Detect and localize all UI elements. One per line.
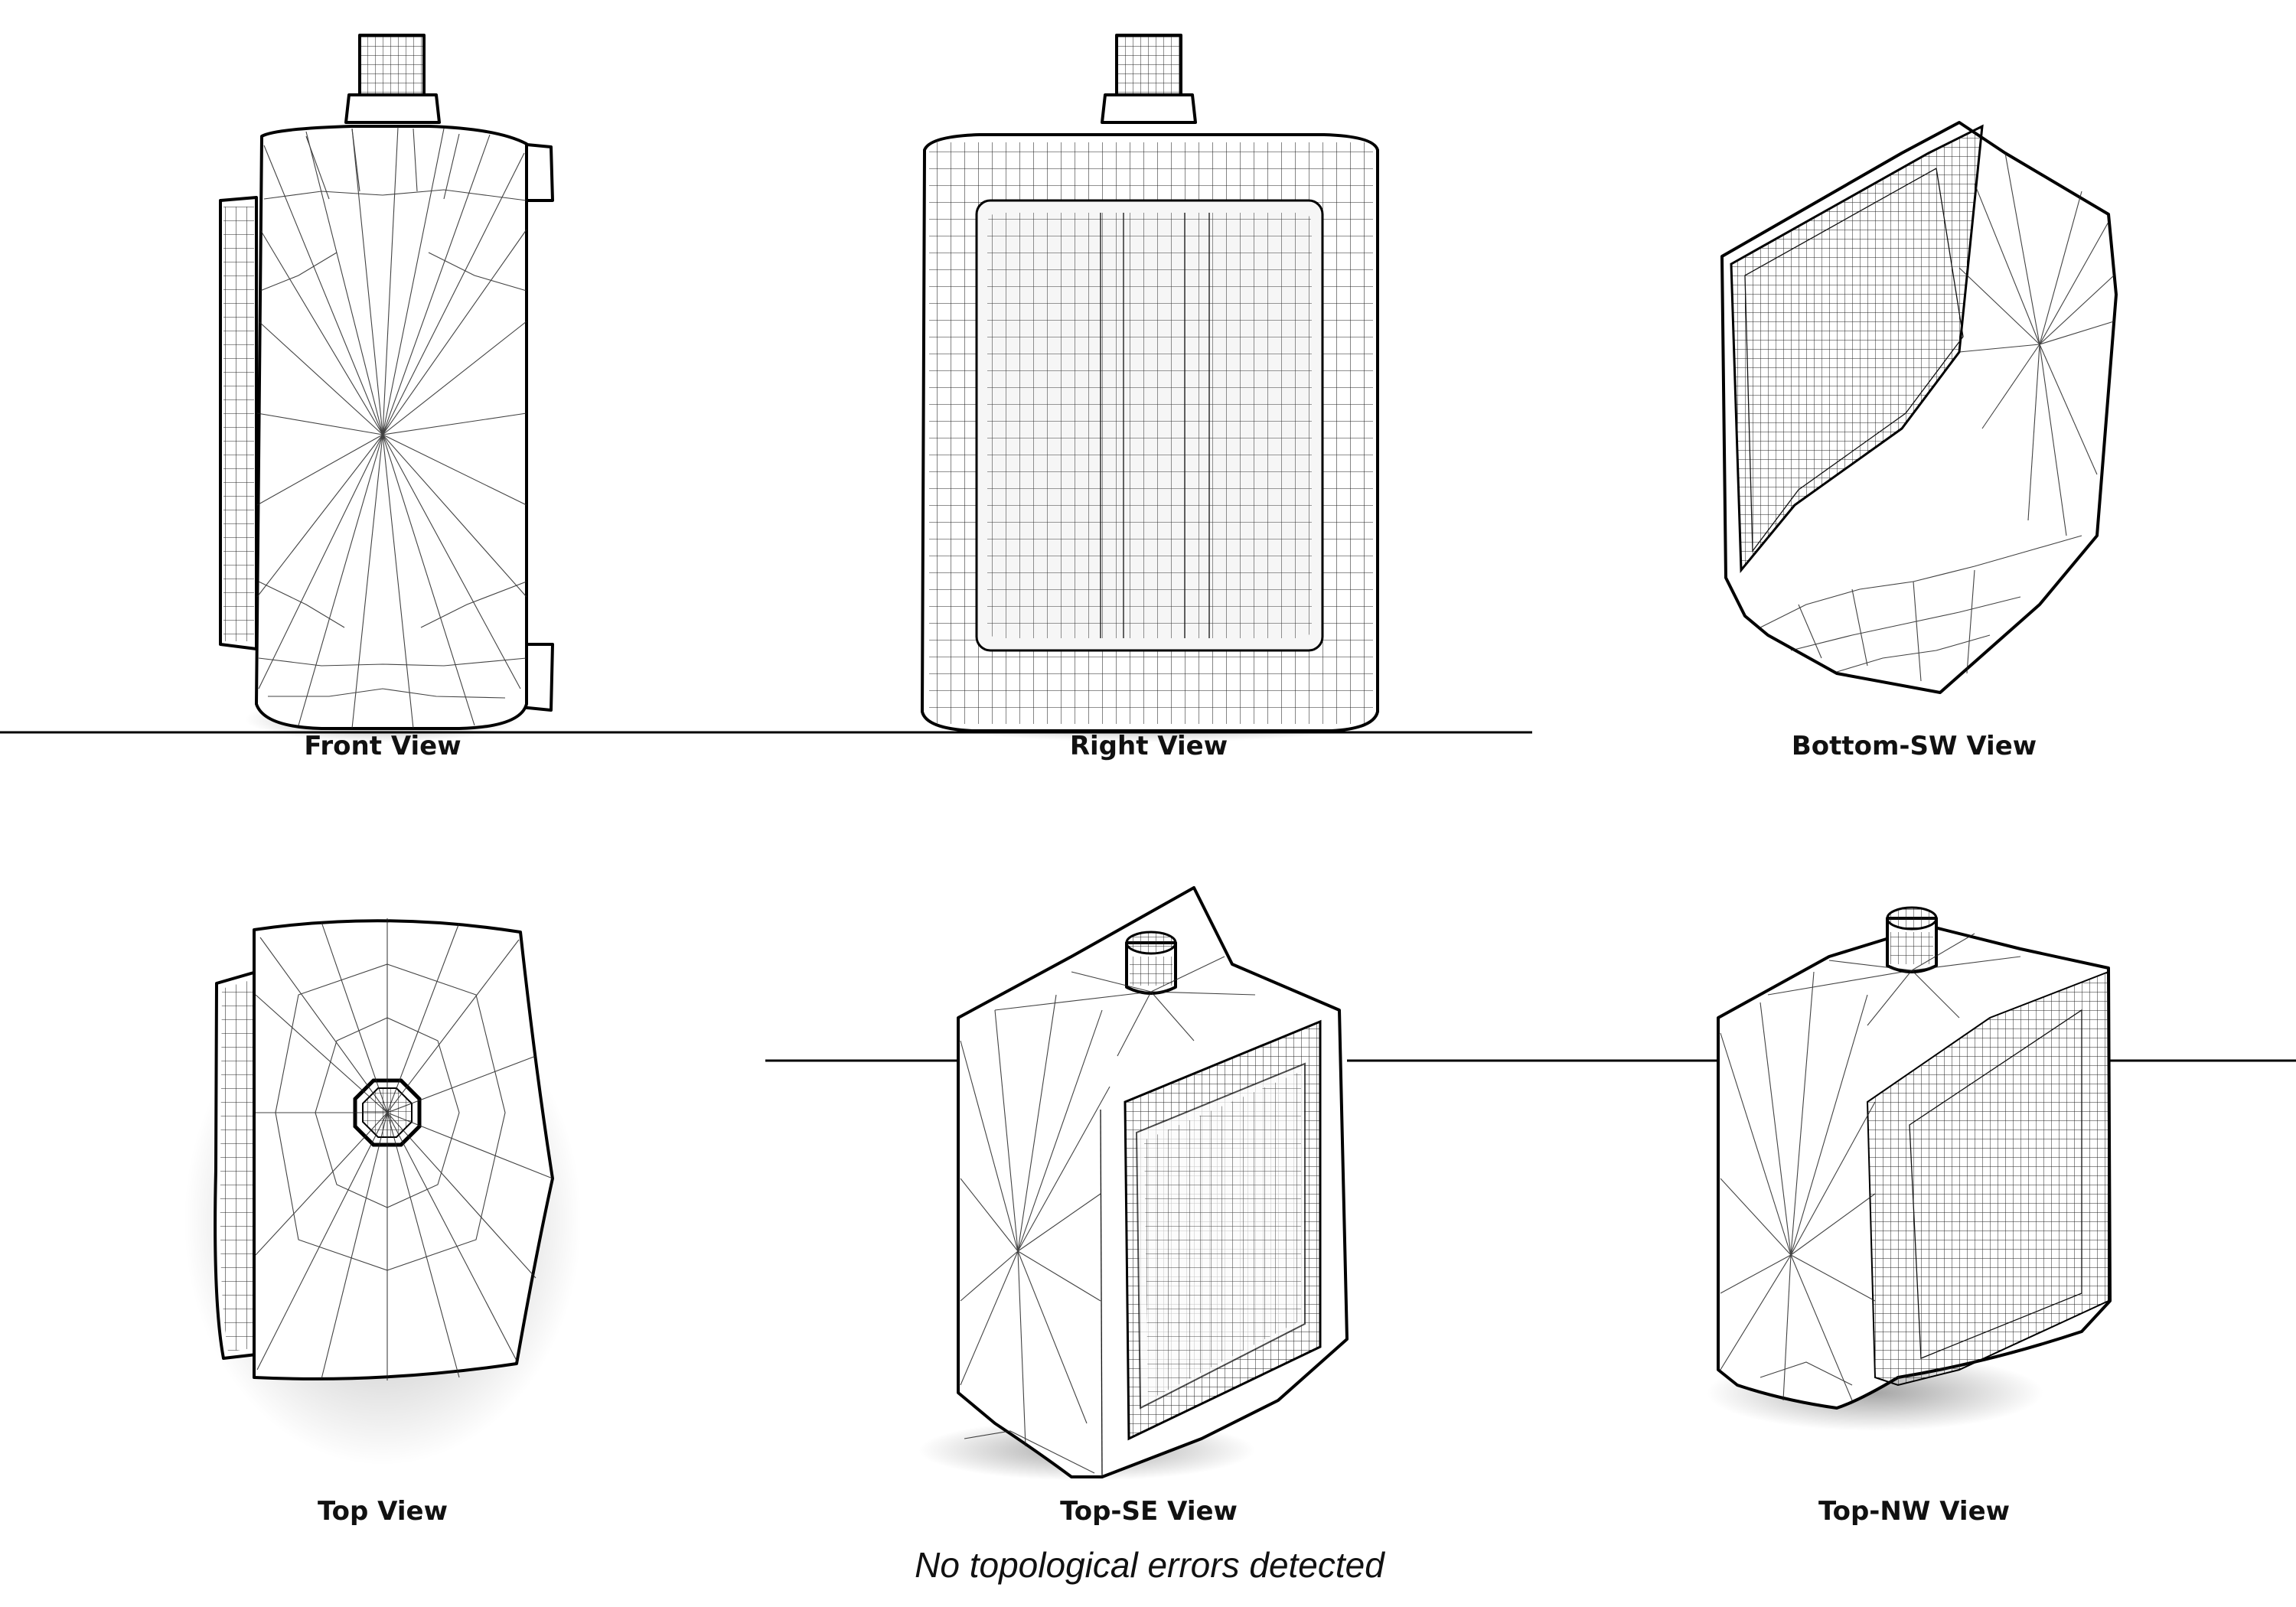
status-message: No topological errors detected bbox=[915, 1545, 1384, 1585]
top-nw-view-label: Top-NW View bbox=[1818, 1496, 2011, 1527]
top-nw-view-model bbox=[1707, 906, 2112, 1431]
front-view-model bbox=[219, 34, 554, 742]
bottom-sw-view-label: Bottom-SW View bbox=[1791, 731, 2037, 761]
top-se-view-model bbox=[918, 886, 1349, 1481]
top-view-label: Top View bbox=[317, 1496, 448, 1527]
top-se-view-label: Top-SE View bbox=[1060, 1496, 1238, 1527]
right-view-label: Right View bbox=[1069, 731, 1228, 761]
right-view-model bbox=[921, 34, 1381, 742]
bottom-sw-view-model bbox=[1720, 121, 2118, 694]
top-view-model bbox=[184, 918, 582, 1465]
front-view-label: Front View bbox=[304, 731, 461, 761]
